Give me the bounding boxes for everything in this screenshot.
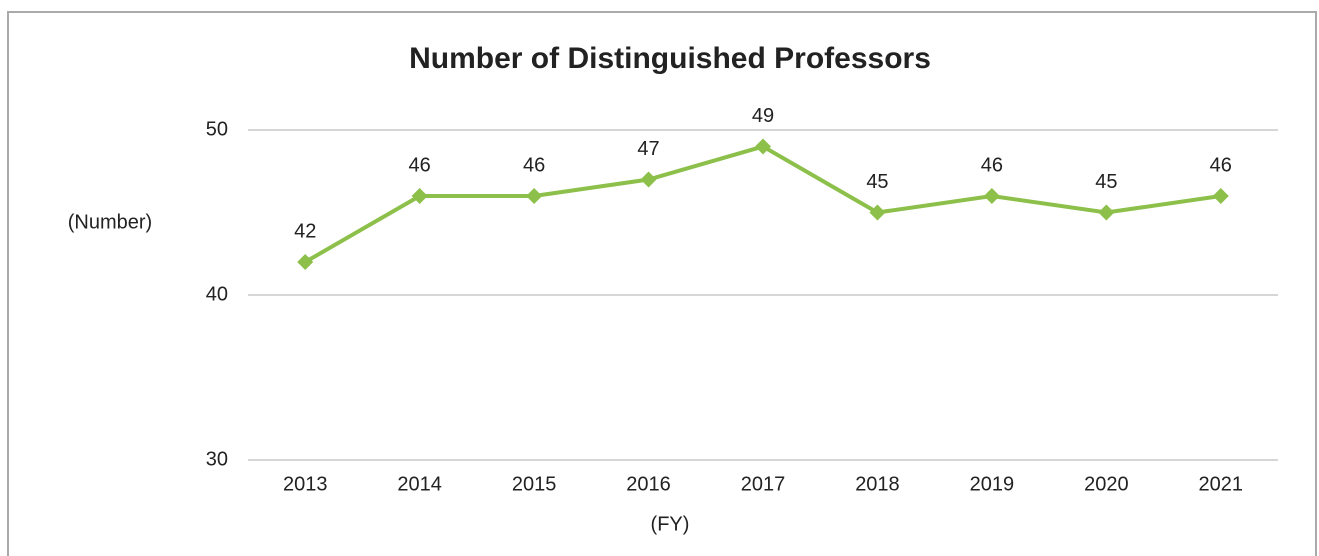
x-tick-label: 2020 — [1084, 473, 1129, 495]
x-tick-label: 2014 — [397, 473, 442, 495]
y-tick-label: 30 — [206, 448, 228, 470]
x-tick-label: 2015 — [512, 473, 557, 495]
x-axis-label: (FY) — [651, 513, 690, 535]
data-label: 47 — [637, 138, 659, 160]
point-marker — [755, 138, 771, 155]
y-axis-label: (Number) — [68, 211, 152, 233]
x-tick-label: 2019 — [970, 473, 1015, 495]
chart-frame — [7, 11, 1317, 556]
data-label: 46 — [523, 154, 545, 176]
point-marker — [869, 204, 886, 221]
point-marker — [1212, 188, 1229, 204]
data-label: 45 — [1095, 171, 1117, 193]
y-tick-label: 40 — [206, 283, 228, 305]
point-marker — [411, 188, 428, 204]
data-label: 46 — [981, 154, 1003, 176]
data-label: 46 — [409, 154, 431, 176]
point-marker — [297, 254, 314, 270]
data-label: 42 — [294, 220, 316, 242]
x-tick-label: 2016 — [626, 473, 671, 495]
point-marker — [1098, 204, 1115, 221]
x-tick-label: 2013 — [283, 473, 328, 495]
data-label: 49 — [752, 105, 774, 127]
x-tick-label: 2018 — [855, 473, 900, 495]
chart-title: Number of Distinguished Professors — [409, 42, 931, 75]
point-marker — [526, 188, 543, 204]
series-line — [304, 144, 1222, 264]
y-tick-label: 50 — [206, 118, 228, 140]
data-label: 46 — [1210, 154, 1232, 176]
point-marker — [983, 188, 1000, 204]
data-label: 45 — [866, 171, 888, 193]
x-tick-label: 2017 — [741, 473, 786, 495]
point-marker — [640, 171, 657, 188]
x-tick-label: 2021 — [1199, 473, 1244, 495]
